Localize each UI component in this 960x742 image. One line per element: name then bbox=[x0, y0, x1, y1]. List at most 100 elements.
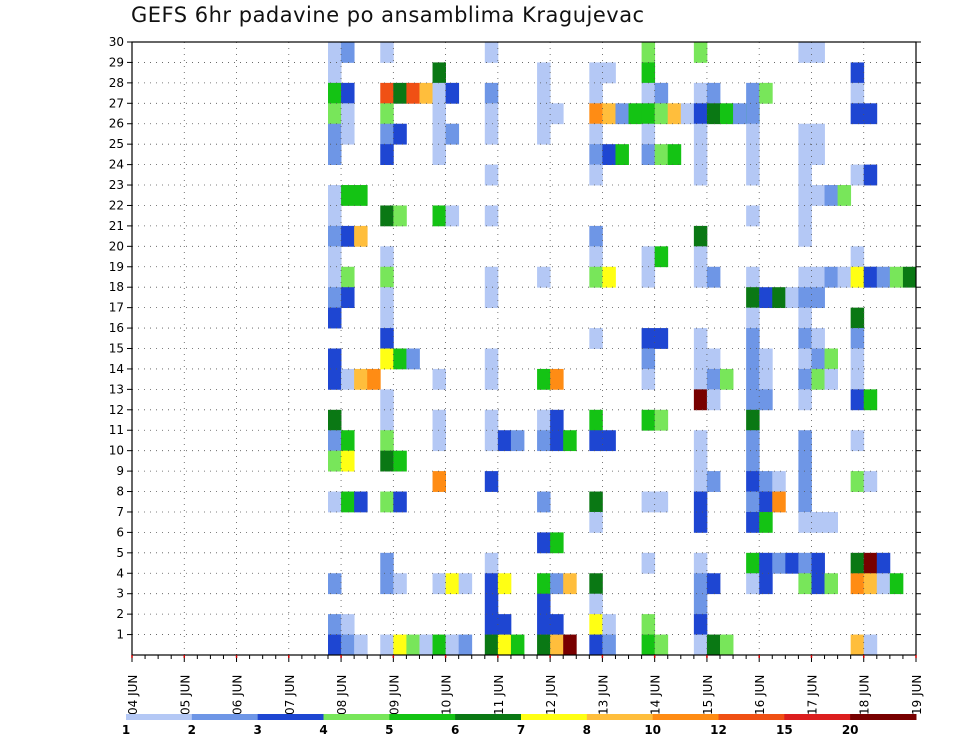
heatmap-cell bbox=[706, 368, 721, 390]
heatmap-cell bbox=[706, 471, 721, 492]
y-tick-label: 27 bbox=[109, 96, 124, 110]
heatmap-cell bbox=[602, 103, 616, 125]
y-tick-label: 21 bbox=[109, 219, 124, 233]
heatmap-cell bbox=[380, 103, 394, 125]
heatmap-cell bbox=[798, 348, 812, 370]
heatmap-cell bbox=[445, 82, 460, 104]
heatmap-cell bbox=[484, 409, 499, 431]
heatmap-cell bbox=[746, 552, 760, 574]
heatmap-cell bbox=[693, 144, 708, 165]
heatmap-cell bbox=[602, 614, 616, 635]
heatmap-cell bbox=[811, 328, 825, 349]
heatmap-cell bbox=[432, 471, 446, 492]
heatmap-cell bbox=[589, 246, 603, 268]
heatmap-cell bbox=[706, 634, 721, 656]
heatmap-cell bbox=[380, 287, 394, 309]
heatmap-cell bbox=[484, 266, 499, 288]
heatmap-cell bbox=[589, 409, 603, 431]
x-tick-label: 12 JUN bbox=[544, 675, 558, 715]
heatmap-cell bbox=[811, 185, 825, 206]
legend-label: 7 bbox=[517, 723, 525, 737]
heatmap-cell bbox=[354, 225, 368, 247]
legend-label: 4 bbox=[319, 723, 327, 737]
heatmap-cell bbox=[419, 82, 433, 104]
heatmap-cell bbox=[706, 348, 721, 370]
legend-label: 10 bbox=[644, 723, 661, 737]
x-tick-label: 13 JUN bbox=[596, 675, 610, 715]
heatmap-cell bbox=[484, 593, 499, 615]
heatmap-cell bbox=[759, 348, 773, 370]
heatmap-cell bbox=[641, 103, 656, 125]
heatmap-cell bbox=[589, 511, 603, 533]
heatmap-cell bbox=[746, 348, 760, 370]
heatmap-cell bbox=[759, 573, 773, 595]
y-tick-label: 10 bbox=[109, 444, 124, 458]
heatmap-cell bbox=[432, 103, 446, 125]
heatmap-cell bbox=[850, 573, 865, 595]
heatmap-cell bbox=[811, 266, 825, 288]
heatmap-cell bbox=[341, 103, 355, 125]
heatmap-cell bbox=[850, 307, 865, 329]
heatmap-cell bbox=[393, 634, 407, 656]
heatmap-cell bbox=[328, 103, 342, 125]
heatmap-cell bbox=[589, 634, 603, 656]
x-tick-label: 14 JUN bbox=[649, 675, 663, 715]
heatmap-cell bbox=[759, 389, 773, 411]
heatmap-cell bbox=[824, 348, 838, 370]
y-tick-label: 14 bbox=[109, 362, 124, 376]
heatmap-cell bbox=[850, 368, 865, 390]
heatmap-cell bbox=[798, 552, 812, 574]
x-tick-label: 17 JUN bbox=[806, 675, 820, 715]
heatmap-cell bbox=[889, 266, 904, 288]
heatmap-cell bbox=[537, 123, 551, 145]
y-tick-label: 4 bbox=[116, 566, 124, 580]
heatmap-cell bbox=[432, 123, 446, 145]
heatmap-cell bbox=[798, 164, 812, 186]
heatmap-cell bbox=[328, 430, 342, 452]
heatmap-cell bbox=[693, 348, 708, 370]
heatmap-cell bbox=[798, 287, 812, 309]
heatmap-cell bbox=[458, 634, 473, 656]
heatmap-cell bbox=[328, 614, 342, 635]
heatmap-cell bbox=[798, 491, 812, 513]
heatmap-cell bbox=[537, 368, 551, 390]
heatmap-cell bbox=[341, 266, 355, 288]
heatmap-cell bbox=[667, 103, 682, 125]
heatmap-cell bbox=[380, 552, 394, 574]
heatmap-cell bbox=[341, 225, 355, 247]
y-tick-label: 1 bbox=[116, 628, 124, 642]
color-legend: 1 2 3 4 5 6 7 8 10 12 15 20 bbox=[122, 714, 917, 737]
heatmap-cell bbox=[510, 634, 525, 656]
y-tick-label: 15 bbox=[109, 342, 124, 356]
y-tick-label: 7 bbox=[116, 505, 124, 519]
heatmap-cell bbox=[850, 634, 865, 656]
heatmap-cell bbox=[706, 266, 721, 288]
heatmap-cell bbox=[380, 328, 394, 349]
legend-swatch bbox=[389, 714, 456, 720]
x-tick-label: 18 JUN bbox=[858, 675, 872, 715]
heatmap-cell bbox=[484, 573, 499, 595]
heatmap-cell bbox=[759, 552, 773, 574]
y-tick-label: 29 bbox=[109, 55, 124, 69]
heatmap-cell bbox=[432, 409, 446, 431]
y-tick-label: 13 bbox=[109, 382, 124, 396]
heatmap-cell bbox=[602, 634, 616, 656]
heatmap-cell bbox=[484, 42, 499, 63]
legend-label: 8 bbox=[583, 723, 591, 737]
heatmap-cell bbox=[380, 573, 394, 595]
legend-label: 12 bbox=[710, 723, 727, 737]
heatmap-cell bbox=[341, 634, 355, 656]
heatmap-cell bbox=[641, 328, 656, 349]
heatmap-cell bbox=[550, 368, 564, 390]
heatmap-cell bbox=[641, 552, 656, 574]
heatmap-cell bbox=[693, 614, 708, 635]
heatmap-cell bbox=[798, 328, 812, 349]
heatmap-cell bbox=[445, 634, 460, 656]
heatmap-cell bbox=[589, 225, 603, 247]
heatmap-cell bbox=[589, 573, 603, 595]
y-tick-label: 16 bbox=[109, 321, 124, 335]
heatmap-cell bbox=[537, 634, 551, 656]
heatmap-cell bbox=[432, 573, 446, 595]
heatmap-cell bbox=[798, 42, 812, 63]
